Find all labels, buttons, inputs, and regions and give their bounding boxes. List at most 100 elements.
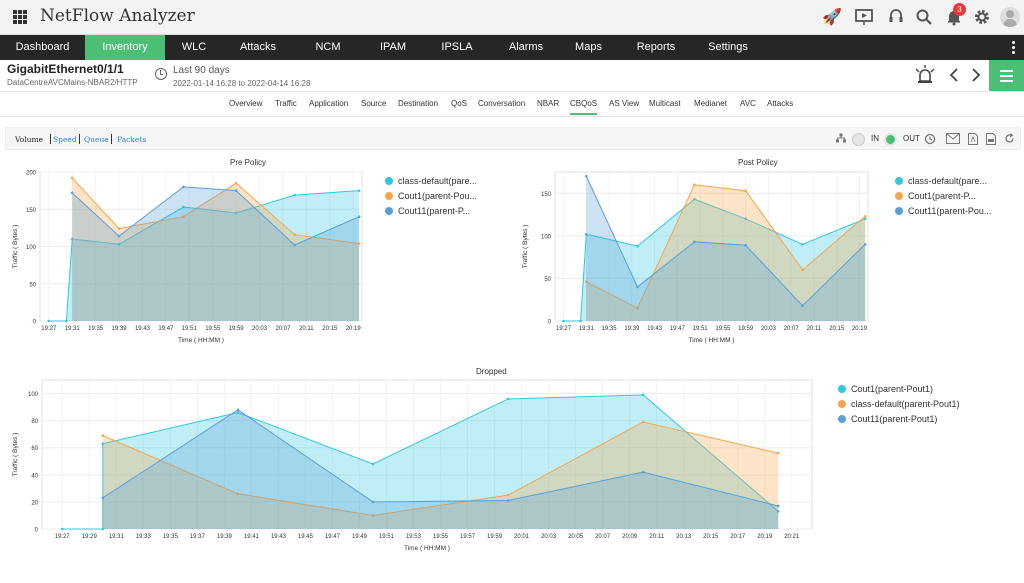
legend-item[interactable]: Cout11(parent-Pou... <box>895 206 991 216</box>
nav-maps[interactable]: Maps <box>575 41 602 53</box>
refresh-icon[interactable] <box>1004 133 1015 147</box>
legend-dot <box>838 385 846 393</box>
time-period[interactable]: Last 90 days <box>173 65 230 76</box>
presentation-icon[interactable] <box>854 8 874 28</box>
data-point <box>65 319 68 323</box>
tab-medianet[interactable]: Medianet <box>694 99 727 108</box>
x-tick-label: 19:51 <box>693 326 709 332</box>
y-tick-label: 40 <box>31 473 38 479</box>
pdf-icon[interactable] <box>968 133 978 148</box>
data-point <box>234 181 238 185</box>
legend-item[interactable]: Cout1(parent-Pout1) <box>838 384 933 394</box>
data-point <box>60 527 64 531</box>
pre-policy-chart[interactable]: 0 50 100 150 200 19:27 19:31 19:35 19:39 19:43 19:… <box>0 168 380 350</box>
clock-icon[interactable] <box>155 68 167 80</box>
nav-inventory[interactable]: Inventory <box>85 35 165 60</box>
series-line <box>563 198 866 322</box>
tab-avc[interactable]: AVC <box>740 99 756 108</box>
legend-item[interactable]: Cout1(parent-Pou... <box>385 191 477 201</box>
x-tick-label: 19:39 <box>217 534 233 540</box>
series-line <box>71 177 360 245</box>
nav-settings[interactable]: Settings <box>708 41 748 53</box>
legend-item[interactable]: Cout1(parent-P... <box>895 191 976 201</box>
tab-nbar[interactable]: NBAR <box>537 99 560 108</box>
nav-ncm[interactable]: NCM <box>315 41 341 53</box>
data-point <box>641 470 645 474</box>
tab-overview[interactable]: Overview <box>229 99 263 108</box>
metric-separator <box>111 134 112 144</box>
y-tick-label: 150 <box>541 192 552 198</box>
hamburger-menu-icon[interactable] <box>989 60 1024 91</box>
nav-dashboard[interactable]: Dashboard <box>15 41 70 53</box>
legend-item[interactable]: Cout11(parent-P... <box>385 206 470 216</box>
legend-item[interactable]: class-default(parent-Pout1) <box>838 399 960 409</box>
search-icon[interactable] <box>914 8 934 28</box>
top-bar: NetFlow Analyzer 🚀 3 <box>0 0 1024 35</box>
metric-packets[interactable]: Packets <box>117 135 147 144</box>
nav-attacks[interactable]: Attacks <box>239 41 277 53</box>
x-tick-label: 19:55 <box>433 534 449 540</box>
y-tick-label: 200 <box>26 171 37 177</box>
interface-header: GigabitEthernet0/1/1 DataCentreAVCMains-… <box>0 60 1024 92</box>
tab-multicast[interactable]: Multicast <box>649 99 681 108</box>
data-point <box>776 504 780 508</box>
mail-icon[interactable] <box>946 133 960 147</box>
tab-cbqos[interactable]: CBQoS <box>570 99 598 115</box>
chevron-right-icon[interactable] <box>970 67 982 87</box>
tab-qos[interactable]: QoS <box>451 99 468 108</box>
data-point <box>744 243 747 247</box>
in-toggle[interactable] <box>852 133 865 146</box>
legend-item[interactable]: Cout11(parent-Pout1) <box>838 414 937 424</box>
user-avatar[interactable] <box>1000 7 1020 27</box>
x-tick-label: 19:43 <box>135 326 151 332</box>
post-policy-chart[interactable]: 0 50 100 150 19:27 19:31 19:35 19:39 19:43 19:47 1… <box>510 168 890 350</box>
rocket-icon[interactable]: 🚀 <box>822 9 842 26</box>
data-point <box>562 319 565 323</box>
headset-icon[interactable] <box>886 8 906 28</box>
chevron-left-icon[interactable] <box>948 67 960 87</box>
metric-volume[interactable]: Volume <box>15 135 44 144</box>
x-tick-label: 19:37 <box>190 534 206 540</box>
nav-alarms[interactable]: Alarms <box>508 41 544 53</box>
metric-speed[interactable]: Speed <box>53 135 77 144</box>
chart-title-dropped: Dropped <box>476 367 507 376</box>
x-tick-label: 19:43 <box>271 534 287 540</box>
tab-destination[interactable]: Destination <box>398 99 439 108</box>
gear-icon[interactable] <box>972 8 992 28</box>
y-tick-label: 100 <box>26 245 37 251</box>
history-icon[interactable] <box>924 133 936 148</box>
more-vertical-icon[interactable] <box>1012 41 1016 56</box>
series-area <box>563 199 866 321</box>
csv-icon[interactable] <box>986 133 996 148</box>
tab-conversation[interactable]: Conversation <box>478 99 526 108</box>
legend-dot <box>895 177 903 185</box>
nav-ipam[interactable]: IPAM <box>379 41 407 53</box>
x-tick-label: 19:59 <box>229 326 245 332</box>
legend-item[interactable]: class-default(pare... <box>385 176 477 186</box>
y-axis-label: Traffic ( Bytes ) <box>12 433 19 477</box>
tab-attacks[interactable]: Attacks <box>767 99 794 108</box>
nav-reports[interactable]: Reports <box>636 41 676 53</box>
data-point <box>70 176 74 180</box>
nav-ipsla[interactable]: IPSLA <box>441 41 473 53</box>
x-tick-label: 19:43 <box>647 326 663 332</box>
x-tick-label: 19:51 <box>379 534 395 540</box>
tab-source[interactable]: Source <box>361 99 387 108</box>
data-point <box>182 205 185 209</box>
x-tick-label: 20:17 <box>730 534 746 540</box>
x-tick-label: 19:35 <box>163 534 179 540</box>
alarm-icon[interactable] <box>914 65 936 89</box>
tab-as-view[interactable]: AS View <box>609 99 640 108</box>
x-tick-label: 19:47 <box>325 534 341 540</box>
tab-traffic[interactable]: Traffic <box>275 99 297 108</box>
out-toggle[interactable] <box>884 133 897 146</box>
y-tick-label: 80 <box>31 419 38 425</box>
nav-wlc[interactable]: WLC <box>181 41 207 53</box>
tab-application[interactable]: Application <box>309 99 349 108</box>
hierarchy-icon[interactable] <box>836 133 846 146</box>
dropped-chart[interactable]: 0 20 40 60 80 100 19:27 19:29 19:31 19:33 19:35 19:… <box>0 376 825 558</box>
app-grid-icon[interactable] <box>13 10 27 24</box>
metric-queue[interactable]: Queue <box>84 135 109 144</box>
legend-item[interactable]: class-default(pare... <box>895 176 987 186</box>
x-tick-label: 19:57 <box>460 534 476 540</box>
